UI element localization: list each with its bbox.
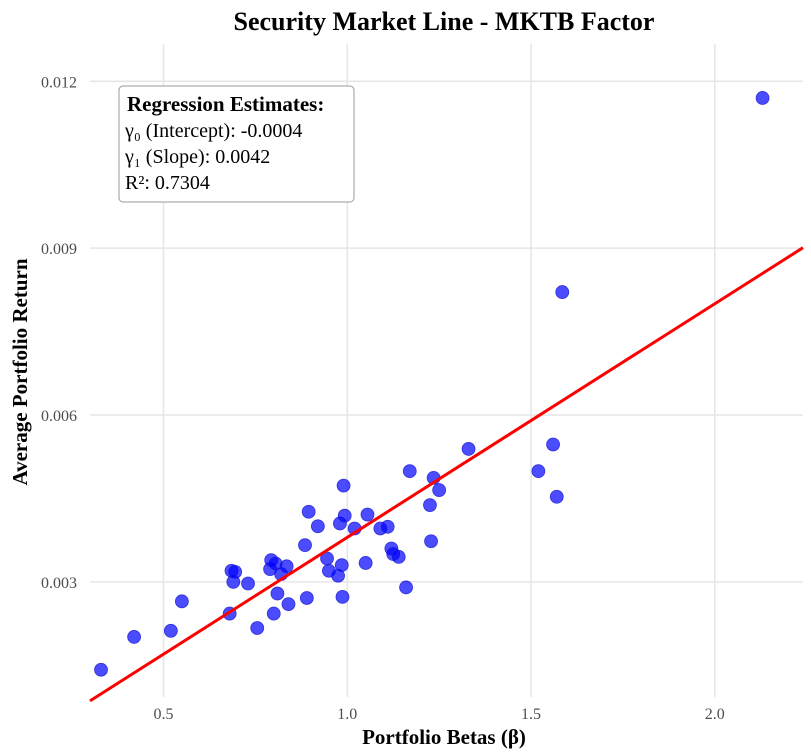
data-point bbox=[281, 597, 296, 612]
regression-line bbox=[89, 246, 804, 703]
data-point bbox=[360, 507, 375, 522]
data-point bbox=[402, 464, 417, 479]
x-tick-label: 0.5 bbox=[154, 706, 174, 723]
data-point bbox=[549, 489, 564, 504]
data-point bbox=[423, 498, 437, 513]
x-tick-label: 1.5 bbox=[521, 706, 541, 723]
y-tick-label: 0.003 bbox=[41, 575, 77, 592]
x-tick-label: 2.0 bbox=[705, 706, 725, 723]
chart-title: Security Market Line - MKTB Factor bbox=[234, 7, 655, 36]
annotation-heading: Regression Estimates: bbox=[127, 92, 324, 116]
data-point bbox=[127, 630, 142, 644]
data-point bbox=[555, 285, 570, 299]
data-point bbox=[337, 508, 352, 523]
data-point bbox=[432, 483, 447, 497]
x-axis-title: Portfolio Betas (β) bbox=[362, 725, 526, 749]
data-point bbox=[358, 556, 373, 570]
data-point bbox=[461, 442, 476, 456]
data-point bbox=[174, 594, 189, 609]
data-point bbox=[279, 559, 294, 574]
data-point bbox=[298, 538, 312, 553]
data-point bbox=[335, 589, 350, 604]
data-point bbox=[546, 437, 560, 452]
data-point bbox=[391, 549, 406, 564]
y-tick-labels: 0.003 0.006 0.009 0.012 bbox=[41, 74, 77, 592]
data-point bbox=[250, 621, 265, 635]
data-point bbox=[299, 591, 314, 605]
annotation-intercept: γ₀ (Intercept): -0.0004 bbox=[124, 120, 302, 142]
data-point bbox=[380, 519, 395, 534]
x-tick-label: 1.0 bbox=[337, 706, 357, 723]
data-point bbox=[336, 478, 351, 493]
y-tick-label: 0.009 bbox=[41, 241, 77, 258]
data-point bbox=[334, 558, 349, 573]
x-tick-labels: 0.5 1.0 1.5 2.0 bbox=[154, 706, 725, 723]
data-point bbox=[94, 662, 108, 677]
y-tick-label: 0.012 bbox=[41, 74, 77, 91]
y-tick-label: 0.006 bbox=[41, 408, 77, 425]
annotation-r-squared: R²: 0.7304 bbox=[125, 172, 210, 194]
data-point bbox=[310, 519, 325, 534]
data-point bbox=[266, 606, 281, 621]
data-point bbox=[163, 623, 178, 638]
data-points bbox=[94, 91, 770, 677]
annotation-box: Regression Estimates: γ₀ (Intercept): -0… bbox=[118, 85, 355, 203]
data-point bbox=[755, 91, 770, 105]
data-point bbox=[241, 576, 255, 591]
data-point bbox=[228, 564, 243, 579]
data-point bbox=[531, 464, 546, 479]
annotation-slope: γ₁ (Slope): 0.0042 bbox=[124, 146, 270, 168]
y-axis-title: Average Portfolio Return bbox=[8, 258, 32, 485]
data-point bbox=[424, 534, 438, 549]
data-point bbox=[301, 504, 316, 519]
data-point bbox=[270, 586, 285, 601]
data-point bbox=[399, 580, 413, 595]
